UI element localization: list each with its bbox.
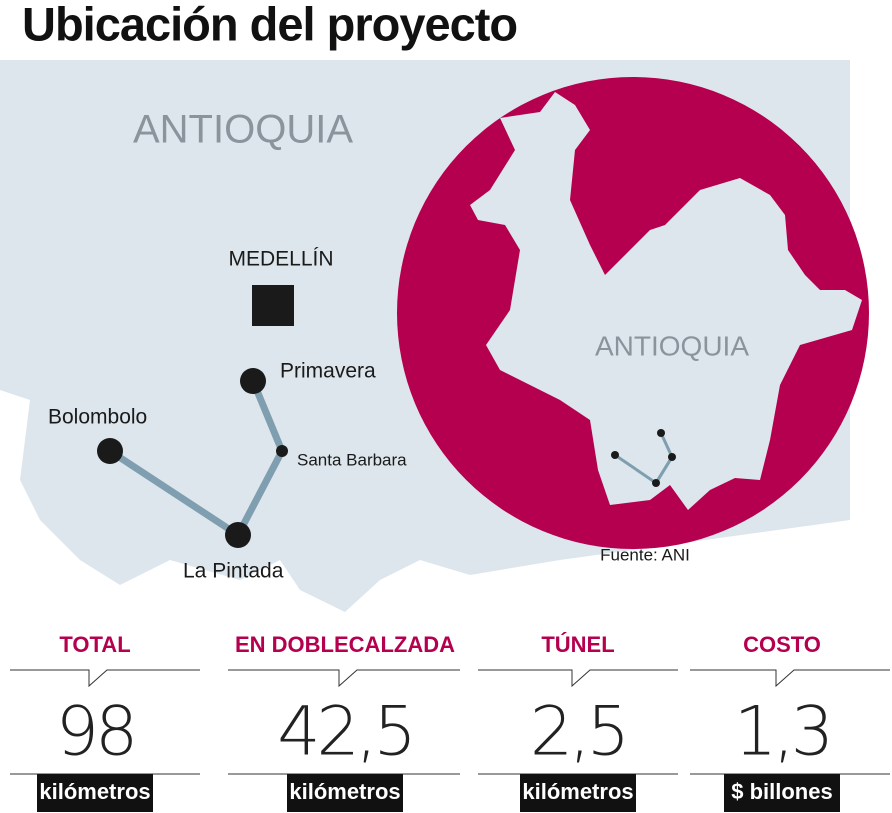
inset-point [668, 453, 676, 461]
stat-unit: kilómetros [39, 779, 150, 804]
stat-label: TOTAL [59, 632, 130, 657]
inset-label: ANTIOQUIA [595, 330, 749, 361]
city-marker [252, 285, 294, 326]
stat-value: 98 [56, 693, 135, 772]
stat-value: 2,5 [530, 693, 626, 772]
inset-point [657, 429, 665, 437]
place-marker [225, 522, 251, 548]
inset-point [652, 479, 660, 487]
place-label: Santa Barbara [297, 450, 407, 469]
stat-label: TÚNEL [541, 632, 614, 657]
inset-region [470, 92, 862, 510]
place-label: La Pintada [183, 560, 284, 583]
unit-box [520, 774, 636, 812]
stat-unit: kilómetros [522, 779, 633, 804]
place-label: Bolombolo [48, 406, 147, 429]
stat-value: 1,3 [734, 693, 830, 772]
inset-point [611, 451, 619, 459]
stat-unit: $ billones [731, 779, 832, 804]
unit-box [287, 774, 403, 812]
unit-box [37, 774, 153, 812]
divider [690, 669, 890, 688]
stat-label: COSTO [743, 632, 821, 657]
place-marker [276, 445, 288, 457]
city-label: MEDELLÍN [228, 248, 333, 271]
divider [10, 669, 200, 688]
source: Fuente: ANI [600, 545, 690, 564]
divider [228, 669, 460, 688]
unit-box [724, 774, 840, 812]
region-label: ANTIOQUIA [133, 108, 353, 152]
stat-unit: kilómetros [289, 779, 400, 804]
place-marker [97, 438, 123, 464]
title: Ubicación del proyecto [22, 0, 517, 50]
stat-label: EN DOBLECALZADA [235, 632, 455, 657]
place-marker [240, 368, 266, 394]
stats: TOTAL 98 kilómetros EN DOBLECALZADA 42,5 kiló… [10, 632, 890, 812]
stat-value: 42,5 [277, 693, 412, 772]
route [108, 379, 286, 539]
divider [478, 669, 678, 688]
place-label: Primavera [280, 360, 376, 383]
inset-route [654, 456, 674, 484]
